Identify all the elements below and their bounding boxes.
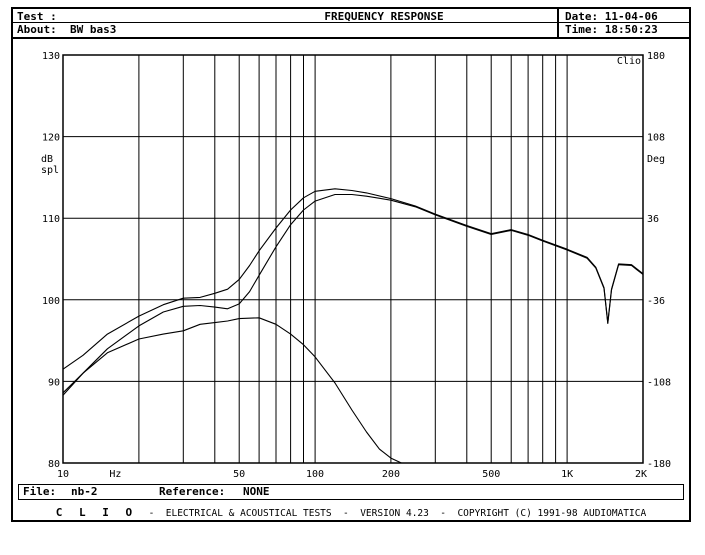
- clio-brand: C L I O: [55, 506, 138, 519]
- response-curve-2: [62, 193, 644, 396]
- y-tick-label: 100: [42, 296, 60, 307]
- y2-tick-label: 108: [647, 133, 665, 144]
- file-value: nb-2: [71, 485, 98, 498]
- y2-tick-label: 36: [647, 214, 659, 225]
- corner-label: Clio: [617, 56, 641, 67]
- header-right: Date: 11-04-06 Time: 18:50:23: [565, 10, 658, 36]
- about-value: BW bas3: [70, 23, 117, 36]
- x-axis-label: Hz: [109, 469, 121, 480]
- file-label: File:: [23, 485, 57, 498]
- y-tick-label: 80: [48, 459, 60, 470]
- frequency-response-chart: 80 90 100 110 120 130 -180 -108 -36 36 108 180 10 50 1…: [41, 51, 671, 480]
- y-axis-label-unit: spl: [41, 165, 59, 176]
- reference-value: NONE: [243, 485, 270, 498]
- report-title: FREQUENCY RESPONSE: [324, 10, 444, 23]
- y-tick-label: 120: [42, 133, 60, 144]
- x-tick-label: 10: [57, 469, 69, 480]
- x-tick-label: 2K: [635, 469, 647, 480]
- y2-tick-label: 180: [647, 51, 665, 62]
- y-tick-label: 130: [42, 51, 60, 62]
- x-tick-label: 50: [233, 469, 245, 480]
- file-info-bar: File: nb-2 Reference: NONE: [18, 484, 684, 500]
- y2-axis-label: Deg: [647, 154, 665, 165]
- report-frame: Test : About: BW bas3 FREQUENCY RESPONSE…: [11, 7, 691, 522]
- reference-label: Reference:: [159, 485, 226, 498]
- y-tick-label: 110: [42, 214, 60, 225]
- time-label: Time:: [565, 23, 599, 36]
- y-axis-label: dB: [41, 154, 53, 165]
- y2-tick-label: -180: [647, 459, 671, 470]
- header-divider: [13, 22, 689, 23]
- date-label: Date:: [565, 10, 599, 23]
- header-separator: [557, 9, 559, 37]
- y2-tick-label: -36: [647, 296, 665, 307]
- x-tick-label: 100: [306, 469, 324, 480]
- date-value: 11-04-06: [604, 10, 658, 23]
- plot-area-border: [62, 54, 644, 464]
- y-tick-label: 90: [48, 377, 60, 388]
- x-tick-label: 1K: [561, 469, 573, 480]
- header-left: Test : About: BW bas3: [17, 10, 116, 36]
- x-tick-label: 500: [482, 469, 500, 480]
- time-value: 18:50:23: [604, 23, 658, 36]
- report-header: Test : About: BW bas3 FREQUENCY RESPONSE…: [13, 9, 689, 39]
- x-tick-label: 200: [382, 469, 400, 480]
- response-curve-3: [62, 317, 402, 464]
- test-label: Test :: [17, 10, 57, 23]
- about-label: About:: [17, 23, 57, 36]
- y2-tick-label: -108: [647, 377, 671, 388]
- footer-banner: C L I O - ELECTRICAL & ACOUSTICAL TESTS …: [13, 506, 689, 520]
- banner-text: - ELECTRICAL & ACOUSTICAL TESTS - VERSIO…: [148, 508, 647, 519]
